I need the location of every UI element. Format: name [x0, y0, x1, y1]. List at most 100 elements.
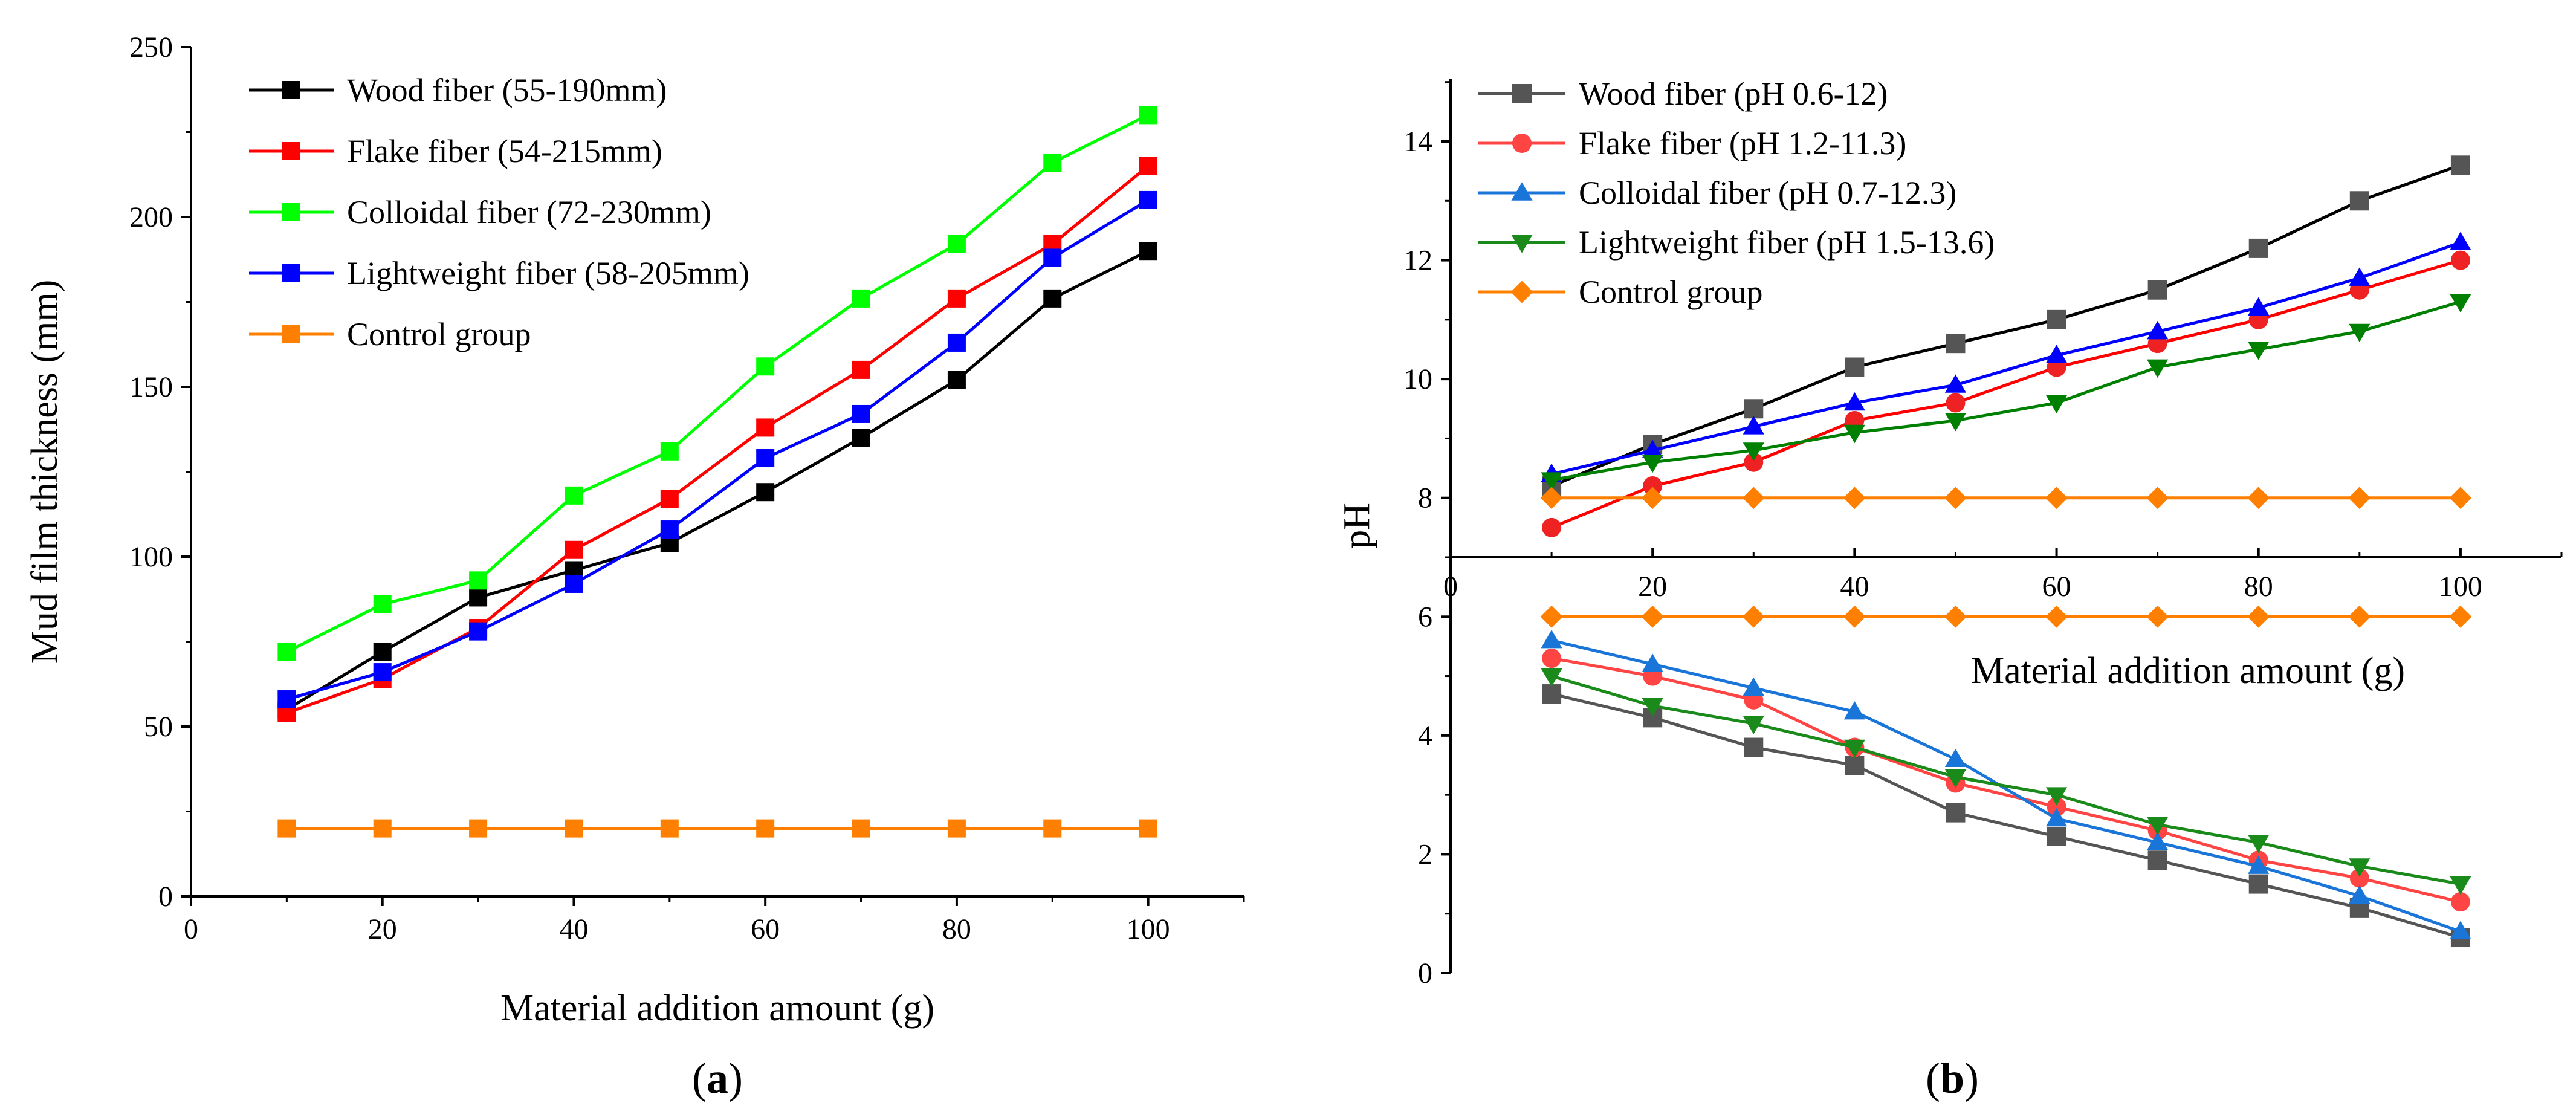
x-tick-label: 40: [1840, 571, 1869, 603]
data-point: [852, 429, 870, 447]
data-point: [947, 289, 966, 308]
data-point-low: [1541, 630, 1562, 649]
data-point: [277, 643, 296, 661]
data-point-low: [2450, 876, 2471, 895]
data-point: [852, 289, 870, 308]
data-point-high: [2450, 250, 2470, 270]
series-line-low: [1551, 692, 2461, 939]
data-point-low: [1843, 739, 1865, 759]
x-tick-label: 100: [1127, 913, 1170, 945]
data-point: [373, 595, 392, 613]
y-tick-label: 150: [129, 371, 173, 403]
data-point-high: [2147, 320, 2169, 340]
y-tick-label: 250: [129, 31, 173, 63]
data-point: [469, 588, 488, 607]
data-point: [277, 690, 296, 709]
legend-marker: [282, 203, 300, 221]
data-point: [756, 418, 775, 437]
series-line-high: [1551, 163, 2461, 488]
data-point-low: [1743, 677, 1764, 696]
x-tick-label: 20: [1638, 571, 1667, 603]
panel-a: 0 20 40 60 80 100 0 50 100 150 200 250 Material addi…: [24, 31, 1245, 1102]
data-point-high: [2248, 342, 2270, 360]
data-point: [947, 371, 966, 389]
data-point-high: [2247, 487, 2270, 510]
legend-label: Lightweight fiber (58-205mm): [347, 255, 749, 291]
data-point: [660, 520, 679, 539]
data-point-low: [2248, 834, 2270, 853]
y-tick-label: 10: [1403, 363, 1432, 395]
data-point-high: [2147, 359, 2169, 378]
data-point-low: [2147, 832, 2169, 850]
data-point: [660, 442, 679, 461]
data-point: [565, 574, 583, 593]
data-point-low: [2045, 605, 2068, 628]
series-line-low: [1551, 675, 2461, 886]
legend-label: Colloidal fiber (72-230mm): [347, 194, 711, 230]
data-point: [373, 819, 392, 838]
data-point: [947, 235, 966, 253]
data-point: [565, 486, 583, 505]
data-point-low: [2349, 858, 2371, 877]
data-point: [756, 819, 775, 838]
x-tick-label: 80: [2244, 571, 2273, 603]
x-tick-label: 60: [751, 913, 780, 945]
data-point-low: [2147, 817, 2169, 835]
data-point: [660, 490, 679, 508]
legend-marker: [282, 142, 300, 160]
data-point-high: [1742, 487, 1765, 510]
data-point: [1139, 157, 1157, 175]
legend-label: Colloidal fiber (pH 0.7-12.3): [1579, 175, 1956, 211]
data-point-low: [1843, 605, 1866, 628]
data-point-high: [2349, 267, 2371, 286]
legend-label: Control group: [347, 316, 531, 352]
data-point-high: [2248, 238, 2268, 258]
data-point-high: [1944, 487, 1967, 510]
data-point-low: [1744, 737, 1764, 757]
data-point-low: [2247, 605, 2270, 628]
data-point-high: [1541, 472, 1562, 491]
data-point-low: [2147, 850, 2167, 870]
series-line: [286, 164, 1150, 714]
data-point-high: [2449, 487, 2472, 510]
y-tick-label: 0: [1418, 957, 1432, 989]
series-line: [286, 249, 1149, 711]
legend-marker: [1510, 280, 1533, 303]
data-point: [756, 357, 775, 376]
caption-letter: b: [1940, 1054, 1964, 1102]
data-point: [852, 404, 870, 423]
data-point-high: [1843, 487, 1866, 510]
data-point: [1043, 154, 1062, 172]
series-line-low: [1551, 656, 2461, 904]
data-point-low: [1944, 748, 1967, 767]
data-point: [660, 819, 679, 838]
data-point-high: [1542, 517, 1562, 537]
data-point: [373, 663, 392, 682]
data-point: [1043, 248, 1062, 267]
data-point-low: [2349, 885, 2371, 904]
data-point: [756, 483, 775, 502]
data-point-high: [1944, 374, 1967, 393]
legend-marker: [282, 264, 300, 282]
data-point-low: [1742, 605, 1765, 628]
data-point-high: [1641, 487, 1664, 510]
legend-marker: [282, 325, 300, 343]
y-tick-label: 6: [1418, 601, 1432, 633]
data-point: [373, 643, 392, 661]
y-tick-label: 50: [144, 711, 173, 743]
data-point-low: [1944, 605, 1967, 628]
data-point-high: [1642, 439, 1663, 458]
data-point-high: [2047, 309, 2066, 329]
data-point-high: [2146, 487, 2169, 510]
data-point-high: [2349, 323, 2371, 343]
y-tick-label: 12: [1403, 245, 1432, 277]
legend-marker: [1512, 84, 1532, 103]
panel-b: 0 20 40 60 80 100 0 2 4 6 8 10 12 14 Material addition…: [1336, 76, 2563, 1102]
data-point-low: [2248, 874, 2268, 894]
x-axis-title: Material addition amount (g): [500, 988, 934, 1029]
y-axis-title: pH: [1336, 503, 1377, 549]
data-point-low: [2248, 855, 2270, 874]
data-point-low: [1542, 649, 1562, 668]
data-point: [756, 449, 775, 468]
